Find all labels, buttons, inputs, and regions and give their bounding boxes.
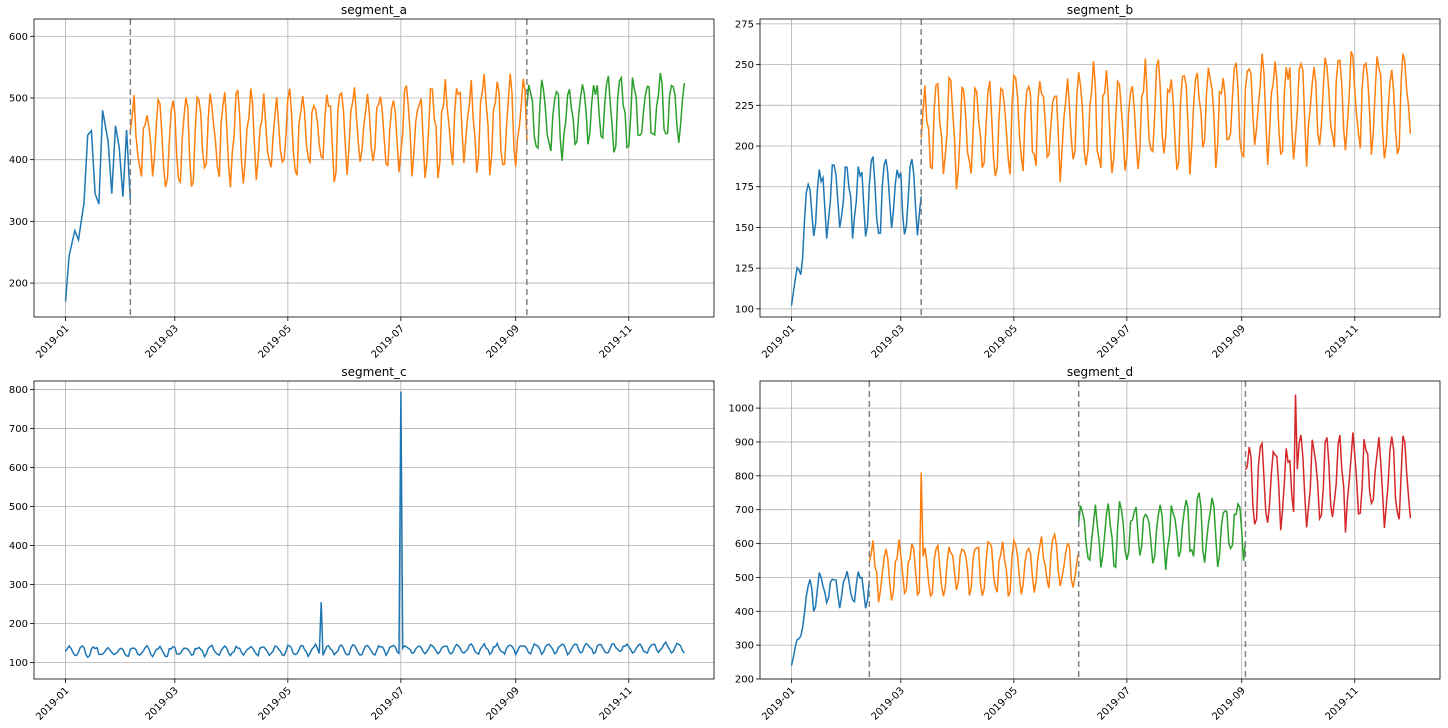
y-tick-label: 175 xyxy=(735,182,754,193)
y-tick-label: 400 xyxy=(9,541,28,552)
y-tick-label: 600 xyxy=(9,463,28,474)
x-tick-label: 2019-11 xyxy=(1324,685,1361,722)
x-tick-label: 2019-09 xyxy=(1211,685,1248,722)
x-tick-label: 2019-05 xyxy=(257,323,294,360)
x-tick-label: 2019-11 xyxy=(598,323,635,360)
subplot-segment_d: segment_d 2019-01 2019-03 2019-05 2019-07 201… xyxy=(729,365,1441,723)
x-tick-label: 2019-05 xyxy=(983,685,1020,722)
x-tick-label: 2019-05 xyxy=(983,323,1020,360)
y-tick-label: 400 xyxy=(735,607,754,618)
x-tick-label: 2019-01 xyxy=(34,685,71,722)
x-tick-label: 2019-09 xyxy=(1211,323,1248,360)
y-tick-label: 150 xyxy=(735,223,754,234)
x-tick-label: 2019-09 xyxy=(485,323,522,360)
x-tick-label: 2019-07 xyxy=(1096,323,1133,360)
y-tick-label: 500 xyxy=(9,502,28,513)
y-tick-label: 400 xyxy=(9,155,28,166)
x-tick-label: 2019-01 xyxy=(760,323,797,360)
y-tick-label: 200 xyxy=(9,279,28,290)
series-line xyxy=(64,110,132,302)
series-line xyxy=(1077,492,1247,570)
y-tick-label: 1000 xyxy=(729,404,754,415)
x-tick-label: 2019-03 xyxy=(870,323,907,360)
y-tick-label: 700 xyxy=(735,505,754,516)
subplot-segment_c: segment_c 2019-01 2019-03 2019-05 2019-07 201… xyxy=(9,365,715,723)
y-tick-label: 300 xyxy=(735,641,754,652)
axes-frame xyxy=(33,18,715,318)
x-tick-label: 2019-03 xyxy=(870,685,907,722)
series-line xyxy=(790,571,871,666)
y-tick-label: 250 xyxy=(735,60,754,71)
y-tick-label: 200 xyxy=(9,619,28,630)
y-tick-label: 900 xyxy=(735,437,754,448)
x-tick-label: 2019-01 xyxy=(760,685,797,722)
axes-frame xyxy=(759,18,1441,318)
y-tick-label: 225 xyxy=(735,101,754,112)
axes-frame xyxy=(33,380,715,680)
chart-title: segment_b xyxy=(1067,3,1133,17)
x-tick-label: 2019-09 xyxy=(485,685,522,722)
series-line xyxy=(526,72,686,161)
y-tick-label: 100 xyxy=(9,658,28,669)
y-tick-label: 800 xyxy=(735,471,754,482)
x-tick-label: 2019-03 xyxy=(144,685,181,722)
x-tick-label: 2019-05 xyxy=(257,685,294,722)
y-tick-label: 300 xyxy=(9,217,28,228)
y-tick-label: 100 xyxy=(735,304,754,315)
chart-title: segment_a xyxy=(341,3,407,17)
x-tick-label: 2019-07 xyxy=(1096,685,1133,722)
y-tick-label: 200 xyxy=(735,142,754,153)
x-tick-label: 2019-03 xyxy=(144,323,181,360)
series-line xyxy=(64,391,685,659)
series-line xyxy=(868,472,1080,603)
y-tick-label: 275 xyxy=(735,19,754,30)
y-tick-label: 800 xyxy=(9,385,28,396)
x-tick-label: 2019-07 xyxy=(370,685,407,722)
subplot-segment_b: segment_b 2019-01 2019-03 2019-05 2019-07 201… xyxy=(735,3,1441,361)
y-tick-label: 125 xyxy=(735,264,754,275)
series-line xyxy=(129,73,528,188)
y-tick-label: 700 xyxy=(9,424,28,435)
series-line xyxy=(1244,394,1412,533)
subplot-segment_a: segment_a 2019-01 2019-03 2019-05 2019-07 201… xyxy=(9,3,715,361)
series-line xyxy=(920,51,1412,190)
chart-title: segment_d xyxy=(1067,365,1133,379)
chart-title: segment_c xyxy=(341,365,406,379)
y-tick-label: 200 xyxy=(735,675,754,686)
y-tick-label: 300 xyxy=(9,580,28,591)
y-tick-label: 600 xyxy=(9,32,28,43)
axes-frame xyxy=(759,380,1441,680)
y-tick-label: 600 xyxy=(735,539,754,550)
y-tick-label: 500 xyxy=(9,93,28,104)
x-tick-label: 2019-01 xyxy=(34,323,71,360)
y-tick-label: 500 xyxy=(735,573,754,584)
x-tick-label: 2019-11 xyxy=(598,685,635,722)
series-line xyxy=(790,156,922,306)
x-tick-label: 2019-11 xyxy=(1324,323,1361,360)
x-tick-label: 2019-07 xyxy=(370,323,407,360)
